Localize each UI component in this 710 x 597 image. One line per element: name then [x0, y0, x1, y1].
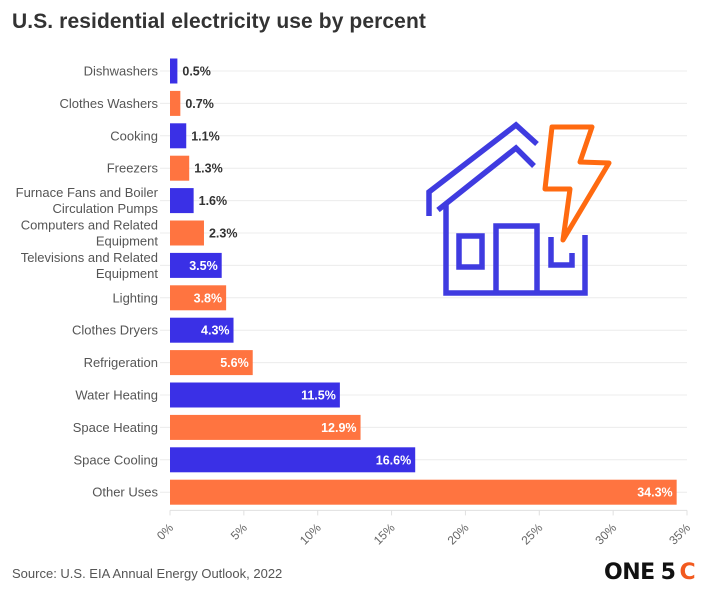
house-with-lightning-bolt-icon — [426, 121, 612, 296]
bar — [170, 252, 222, 278]
value-label: 4.3% — [201, 324, 230, 338]
category-label: Cooking — [110, 128, 158, 143]
bar — [170, 188, 194, 214]
bar — [170, 285, 227, 311]
house-icon — [426, 121, 588, 296]
category-label: Computers and Related — [21, 218, 158, 233]
value-label: 0.7% — [185, 97, 214, 111]
bar — [170, 155, 190, 181]
category-label: Dishwashers — [84, 64, 159, 79]
bar — [170, 317, 234, 343]
bar — [170, 479, 677, 505]
value-label: 5.6% — [220, 356, 249, 370]
value-label: 0.5% — [182, 65, 211, 79]
x-tick-label: 30% — [592, 520, 619, 547]
category-label: Clothes Washers — [60, 96, 159, 111]
category-label: Televisions and Related — [21, 250, 158, 265]
category-label: Water Heating — [75, 388, 158, 403]
bar — [170, 90, 181, 116]
bar — [170, 447, 416, 473]
category-labels: Dishwashers Clothes Washers Cooking Freezer… — [16, 64, 159, 500]
value-label: 3.8% — [194, 291, 223, 305]
category-label: Space Heating — [73, 420, 158, 435]
x-tick-label: 35% — [666, 520, 693, 547]
x-tick-label: 0% — [154, 520, 176, 542]
lightning-bolt-icon — [542, 124, 612, 243]
x-tick-label: 10% — [297, 520, 324, 547]
x-axis: 0% 5% 10% 15% 20% 25% 30% 35% — [154, 509, 693, 548]
bar — [170, 414, 361, 440]
bars: 0.5% 0.7% 1.1% 1.3% 1.6% 2.3% 3.5% 3.8% 4.3% 5.6%… — [170, 58, 677, 505]
bar — [170, 382, 340, 408]
category-label: Clothes Dryers — [72, 323, 158, 338]
value-label: 2.3% — [209, 227, 238, 241]
category-label: Equipment — [96, 234, 159, 249]
value-label: 1.1% — [191, 129, 220, 143]
value-label: 34.3% — [637, 486, 672, 500]
x-tick-label: 15% — [371, 520, 398, 547]
category-label: Furnace Fans and Boiler — [16, 185, 159, 200]
bar-chart: 0.5% 0.7% 1.1% 1.3% 1.6% 2.3% 3.5% 3.8% 4.3% 5.6%… — [16, 58, 693, 548]
category-label: Other Uses — [92, 485, 158, 500]
x-tick-label: 25% — [519, 520, 546, 547]
category-label: Refrigeration — [84, 355, 158, 370]
value-label: 16.6% — [376, 453, 411, 467]
category-label: Freezers — [107, 161, 159, 176]
value-label: 1.3% — [194, 162, 223, 176]
logo-c: C — [679, 560, 696, 585]
logo-five: 5 — [660, 560, 676, 585]
category-label: Equipment — [96, 266, 159, 281]
bar — [170, 123, 187, 149]
value-label: 11.5% — [301, 389, 336, 403]
source-note: Source: U.S. EIA Annual Energy Outlook, … — [12, 566, 283, 581]
category-label: Circulation Pumps — [53, 201, 159, 216]
x-tick-label: 20% — [445, 520, 472, 547]
value-label: 3.5% — [189, 259, 218, 273]
one5c-logo: ONE 5 C — [604, 560, 696, 585]
bar — [170, 58, 178, 84]
bar — [170, 220, 204, 246]
chart-title: U.S. residential electricity use by perc… — [12, 10, 426, 33]
bar — [170, 350, 253, 376]
value-label: 1.6% — [199, 194, 228, 208]
x-tick-label: 5% — [228, 520, 250, 542]
category-label: Space Cooling — [73, 452, 158, 467]
logo-one: ONE — [604, 560, 655, 585]
value-label: 12.9% — [321, 421, 356, 435]
category-label: Lighting — [112, 290, 158, 305]
